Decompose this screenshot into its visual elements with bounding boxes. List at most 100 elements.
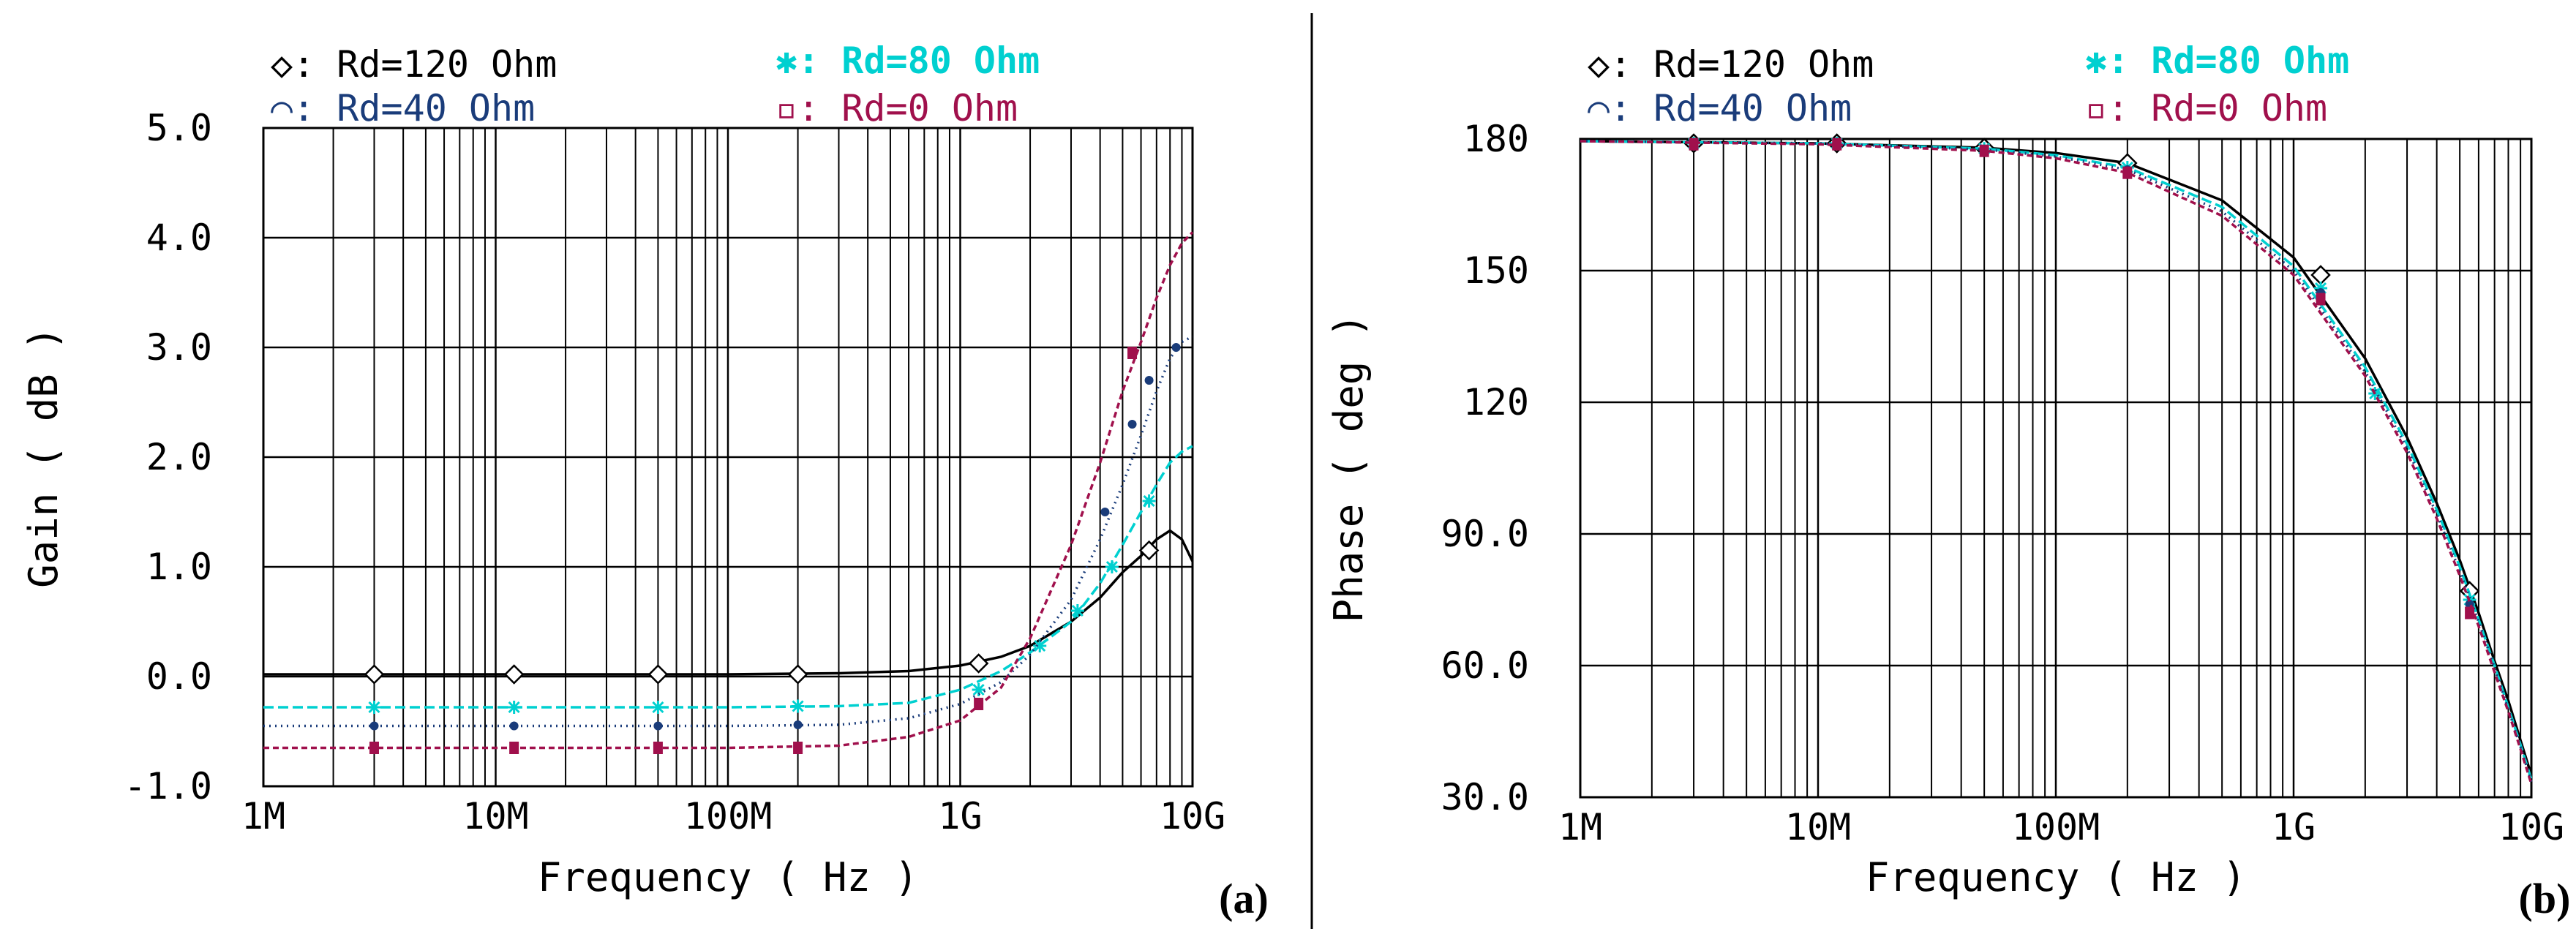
marker-square <box>2122 166 2133 179</box>
marker-dot <box>369 721 379 731</box>
marker-star <box>367 701 381 714</box>
y-tick-label: 180 <box>1463 118 1529 160</box>
y-tick-label: 0.0 <box>146 655 212 698</box>
marker-square <box>1127 347 1138 359</box>
legend-a-rd40: ⌒: Rd=40 Ohm <box>271 87 535 129</box>
y-tick-label: 3.0 <box>146 326 212 369</box>
marker-dot <box>1100 508 1110 516</box>
marker-square <box>1689 138 1699 151</box>
marker-star <box>1142 494 1156 508</box>
legend-b-rd0: ▫: Rd=0 Ohm <box>2085 87 2327 129</box>
marker-star <box>1070 604 1084 617</box>
marker-diamond <box>1138 540 1160 561</box>
marker-star-stroke <box>972 683 985 696</box>
series-line-rd-120-ohm <box>1580 140 2533 776</box>
x-tick-label: 10M <box>1785 806 1851 848</box>
marker-diamond <box>364 664 385 685</box>
x-tick-labels-b: 1M 10M 100M 1G 10G <box>1558 806 2564 848</box>
y-tick-label: 2.0 <box>146 436 212 478</box>
x-tick-label: 1G <box>2272 806 2316 848</box>
x-tick-label: 100M <box>2012 806 2100 848</box>
marker-square <box>369 742 379 754</box>
y-tick-label: 1.0 <box>146 546 212 588</box>
legend-a-rd120: ◇: Rd=120 Ohm <box>271 43 557 86</box>
panel-label-b: (b) <box>2519 875 2571 922</box>
marker-diamond <box>2310 265 2331 285</box>
y-tick-labels-b: 180 150 120 90.0 60.0 30.0 <box>1441 118 1529 818</box>
series-line-rd-40-ohm <box>1580 140 2533 783</box>
marker-diamond <box>647 664 669 685</box>
chart-panel-a: 1M 10M 100M 1G 10G 5.0 4.0 3.0 2.0 1.0 0.0 -1.0 ◇:… <box>20 39 1269 922</box>
panel-label-a: (a) <box>1219 875 1269 922</box>
marker-dot <box>653 721 663 731</box>
series-group-a <box>263 231 1194 754</box>
series-line-rd-0-ohm <box>1580 140 2533 785</box>
grid-a <box>263 128 1193 786</box>
marker-square <box>2316 293 2326 306</box>
marker-square <box>653 742 663 754</box>
y-tick-label: 90.0 <box>1441 513 1529 555</box>
marker-star-stroke <box>1143 494 1155 508</box>
legend-b-rd80: ✱: Rd=80 Ohm <box>2085 39 2349 82</box>
marker-star-stroke <box>1071 604 1084 617</box>
marker-diamond <box>787 664 808 685</box>
y-tick-label: 30.0 <box>1441 776 1529 818</box>
legend-b: ◇: Rd=120 Ohm ✱: Rd=80 Ohm ⌒: Rd=40 Ohm … <box>1588 39 2349 129</box>
marker-diamond <box>503 664 525 685</box>
x-axis-label-a: Frequency ( Hz ) <box>538 854 918 900</box>
x-tick-label: 1M <box>241 795 285 837</box>
marker-square <box>1832 138 1842 151</box>
series-group-b <box>1580 133 2533 785</box>
x-tick-label: 100M <box>684 795 772 837</box>
y-tick-label: 150 <box>1463 249 1529 292</box>
x-tick-label: 10G <box>2498 806 2564 848</box>
y-tick-label: 5.0 <box>146 107 212 149</box>
y-tick-labels-a: 5.0 4.0 3.0 2.0 1.0 0.0 -1.0 <box>124 107 212 807</box>
marker-star-stroke <box>652 701 664 714</box>
legend-b-rd40: ⌒: Rd=40 Ohm <box>1588 87 1852 129</box>
marker-dot <box>793 720 803 729</box>
chart-panel-b: 1M 10M 100M 1G 10G 180 150 120 90.0 60.0 30.0 ◇: … <box>1326 39 2570 922</box>
marker-square <box>1979 144 1989 157</box>
marker-dot <box>1127 420 1137 429</box>
marker-star-stroke <box>1034 639 1046 652</box>
y-axis-label-a: Gain ( dB ) <box>20 326 67 588</box>
marker-star <box>1033 639 1047 652</box>
y-tick-label: 120 <box>1463 381 1529 423</box>
series-line-rd-80-ohm <box>263 445 1193 709</box>
marker-star <box>651 701 665 714</box>
marker-square <box>974 698 984 710</box>
marker-star <box>507 701 521 714</box>
legend-a: ◇: Rd=120 Ohm ✱: Rd=80 Ohm ⌒: Rd=40 Ohm … <box>271 39 1040 129</box>
marker-star <box>1105 560 1119 573</box>
marker-star <box>972 683 985 696</box>
grid-b <box>1580 139 2531 797</box>
marker-star-stroke <box>368 701 380 714</box>
marker-star-stroke <box>508 701 520 714</box>
marker-star-stroke <box>1105 560 1118 573</box>
plot-frame-a <box>262 127 1194 788</box>
x-tick-label: 1G <box>938 795 982 837</box>
legend-b-rd120: ◇: Rd=120 Ohm <box>1588 43 1874 86</box>
marker-dot <box>1144 376 1154 385</box>
legend-a-rd80: ✱: Rd=80 Ohm <box>776 39 1040 82</box>
x-axis-label-b: Frequency ( Hz ) <box>1866 854 2246 900</box>
legend-a-rd0: ▫: Rd=0 Ohm <box>776 87 1018 129</box>
marker-star <box>791 699 805 713</box>
marker-square <box>793 742 803 754</box>
marker-dot <box>1171 343 1181 352</box>
marker-dot <box>509 721 519 731</box>
x-tick-label: 10G <box>1160 795 1225 837</box>
y-axis-label-b: Phase ( deg ) <box>1326 314 1372 623</box>
marker-diamond <box>968 653 989 674</box>
y-tick-label: 4.0 <box>146 216 212 259</box>
marker-square <box>2465 606 2475 619</box>
x-tick-labels-a: 1M 10M 100M 1G 10G <box>241 795 1225 837</box>
marker-star-stroke <box>792 700 804 712</box>
marker-square <box>509 742 519 754</box>
y-tick-label: 60.0 <box>1441 644 1529 687</box>
x-tick-label: 1M <box>1558 806 1602 848</box>
x-tick-label: 10M <box>462 795 528 837</box>
y-tick-label: -1.0 <box>124 765 212 807</box>
